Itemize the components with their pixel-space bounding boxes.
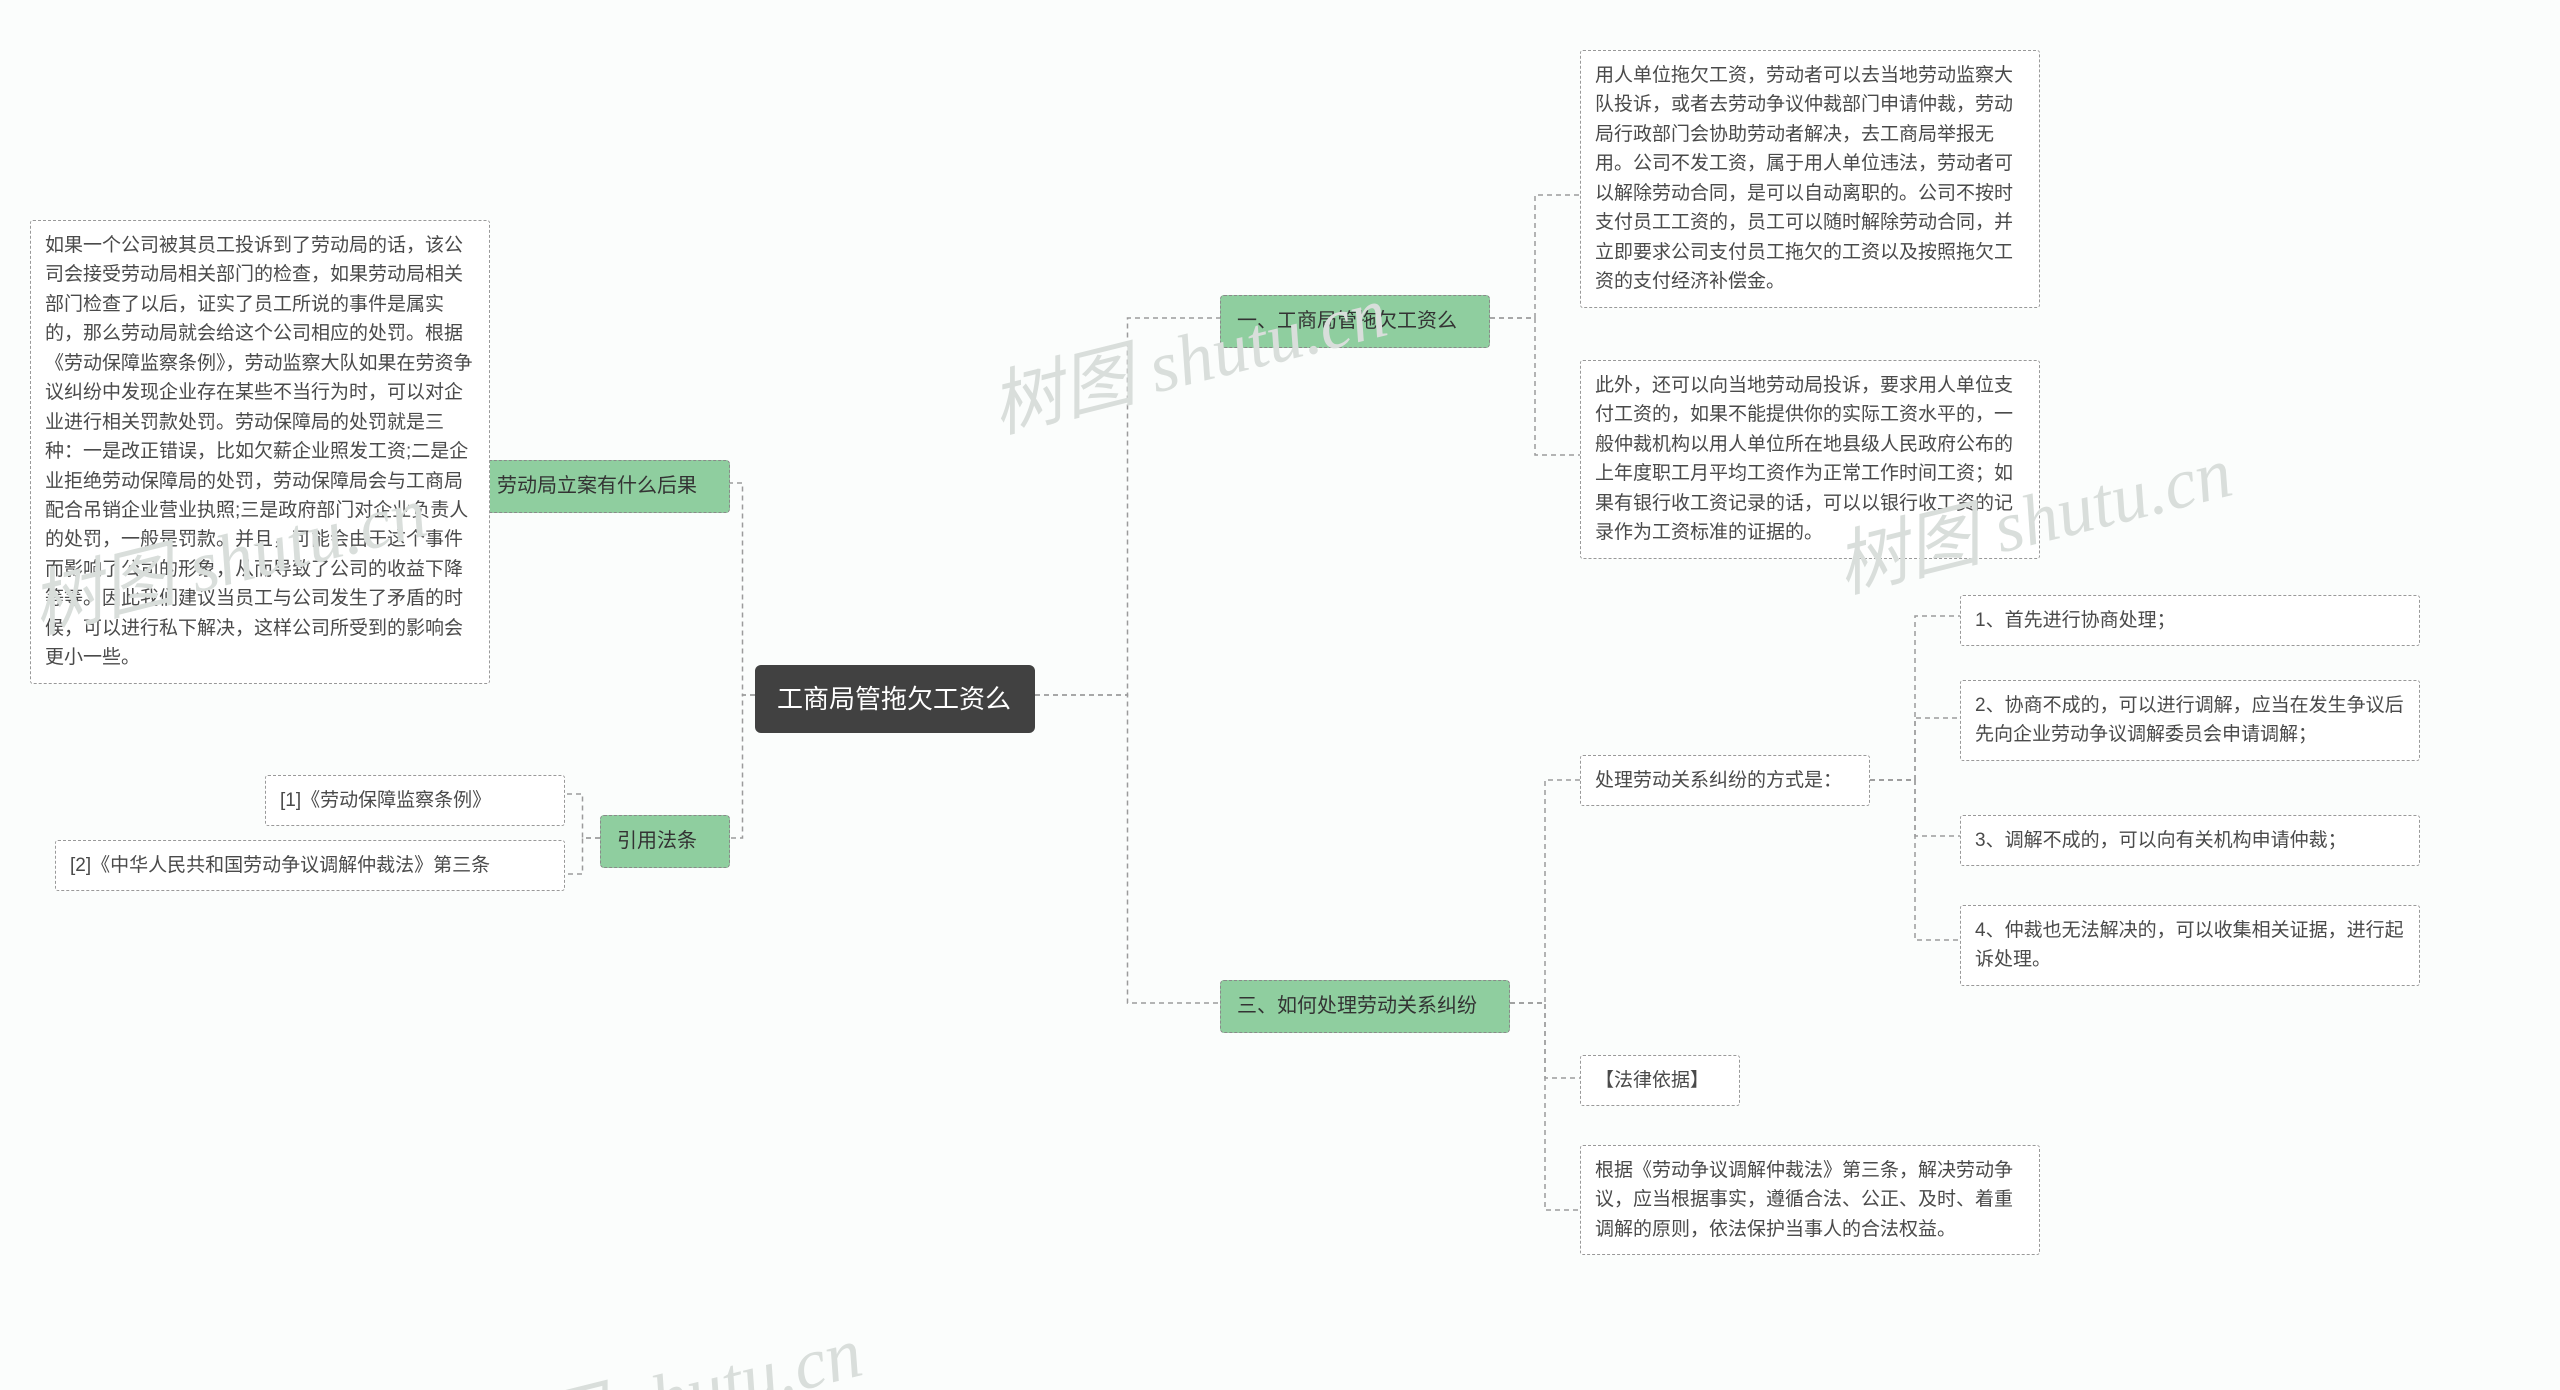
leaf-law-2[interactable]: [2]《中华人民共和国劳动争议调解仲裁法》第三条 [55,840,565,891]
connector [1870,780,1960,836]
branch-1[interactable]: 一、工商局管拖欠工资么 [1220,295,1490,348]
connector [730,695,755,838]
connector [1870,616,1960,780]
connector [1490,195,1580,318]
watermark: 树图 shutu.cn [2212,1343,2560,1390]
mindmap-canvas: 工商局管拖欠工资么 一、工商局管拖欠工资么 二、劳动局立案有什么后果 三、如何处… [0,0,2560,1390]
leaf-b1-1[interactable]: 用人单位拖欠工资，劳动者可以去当地劳动监察大队投诉，或者去劳动争议仲裁部门申请仲… [1580,50,2040,308]
connector [1035,318,1220,695]
watermark: 树图 shutu.cn [453,1293,870,1390]
leaf-b3-lawlabel[interactable]: 【法律依据】 [1580,1055,1740,1106]
leaf-b2-1[interactable]: 如果一个公司被其员工投诉到了劳动局的话，该公司会接受劳动局相关部门的检查，如果劳… [30,220,490,684]
connector [565,794,600,838]
branch-laws[interactable]: 引用法条 [600,815,730,868]
leaf-b3-step1[interactable]: 1、首先进行协商处理； [1960,595,2420,646]
branch-3[interactable]: 三、如何处理劳动关系纠纷 [1220,980,1510,1033]
leaf-b3-step3[interactable]: 3、调解不成的，可以向有关机构申请仲裁； [1960,815,2420,866]
connector [1510,780,1580,1003]
connector [1490,318,1580,455]
watermark: 树图 shutu.cn [978,253,1395,453]
leaf-b1-2[interactable]: 此外，还可以向当地劳动局投诉，要求用人单位支付工资的，如果不能提供你的实际工资水… [1580,360,2040,559]
leaf-b3-step2[interactable]: 2、协商不成的，可以进行调解，应当在发生争议后先向企业劳动争议调解委员会申请调解… [1960,680,2420,761]
connector [1510,1003,1580,1078]
leaf-law-1[interactable]: [1]《劳动保障监察条例》 [265,775,565,826]
connector [730,483,755,695]
leaf-b3-lawtext[interactable]: 根据《劳动争议调解仲裁法》第三条，解决劳动争议，应当根据事实，遵循合法、公正、及… [1580,1145,2040,1255]
connector [1870,718,1960,780]
connector [1870,780,1960,940]
root-node[interactable]: 工商局管拖欠工资么 [755,665,1035,733]
connector [1035,695,1220,1003]
leaf-b3-step4[interactable]: 4、仲裁也无法解决的，可以收集相关证据，进行起诉处理。 [1960,905,2420,986]
connector [1510,1003,1580,1210]
leaf-b3-sub[interactable]: 处理劳动关系纠纷的方式是： [1580,755,1870,806]
connector [565,838,600,874]
